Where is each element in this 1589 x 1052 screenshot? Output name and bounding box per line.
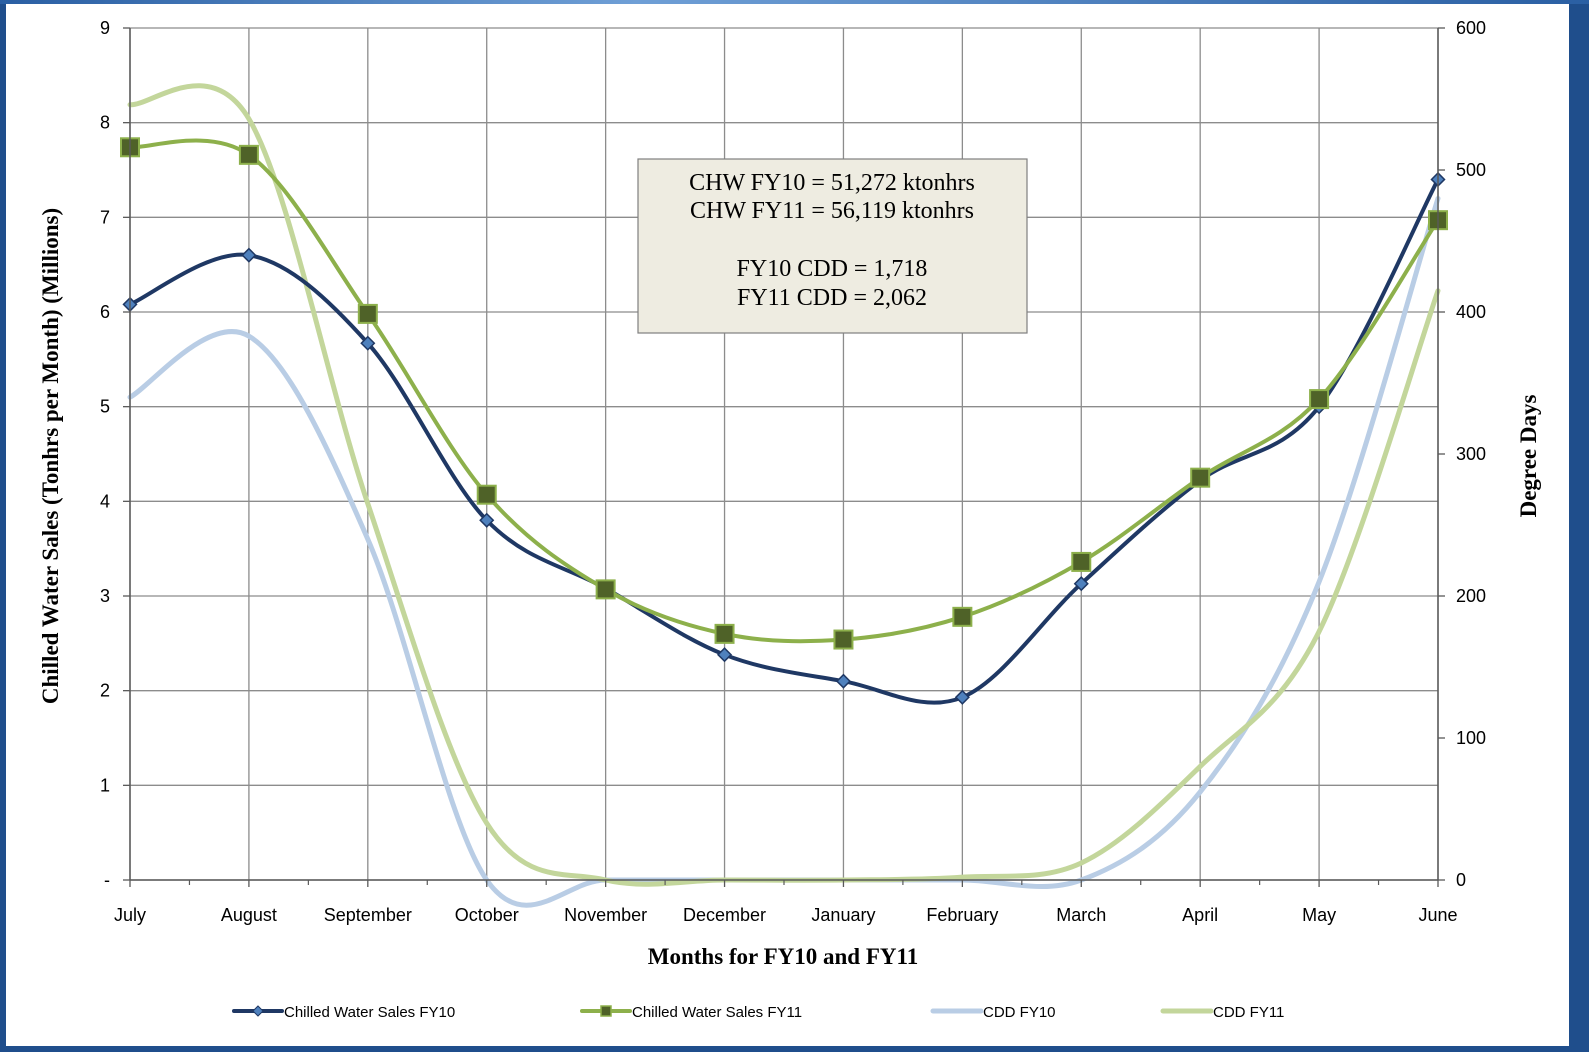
legend-item-cdd-fy10: CDD FY10 bbox=[930, 1004, 1056, 1021]
data-point-marker bbox=[238, 144, 259, 165]
annotation-line-3: FY10 CDD = 1,718 bbox=[737, 256, 928, 282]
legend-marker bbox=[600, 1005, 612, 1017]
y-tick-label: 6 bbox=[100, 302, 110, 322]
annotation-line-2: CHW FY11 = 56,119 ktonhrs bbox=[690, 198, 974, 224]
window-top-border bbox=[0, 0, 1589, 4]
x-tick-label: September bbox=[324, 905, 412, 925]
data-point-marker bbox=[360, 335, 376, 351]
y-tick-label: 8 bbox=[100, 113, 110, 133]
x-tick-label: January bbox=[811, 905, 875, 925]
data-point-marker bbox=[1071, 551, 1092, 572]
y-tick-label: 3 bbox=[100, 586, 110, 606]
y-tick-label: 2 bbox=[100, 681, 110, 701]
y-axis-title: Chilled Water Sales (Tonhrs per Month) (… bbox=[38, 208, 63, 704]
legend-item-chilled-water-sales-fy10: Chilled Water Sales FY10 bbox=[232, 1004, 455, 1021]
data-point-marker bbox=[833, 629, 854, 650]
data-point-marker bbox=[716, 647, 733, 663]
legend-item-cdd-fy11: CDD FY11 bbox=[1160, 1004, 1284, 1021]
data-point-marker bbox=[1190, 467, 1211, 488]
data-point-marker bbox=[954, 689, 970, 705]
chart-frame: - 1 2 3 4 5 6 7 8 9 0 100 200 300 400 500 600 July August S… bbox=[6, 4, 1569, 1046]
data-point-marker bbox=[1073, 576, 1089, 592]
y-tick-label: 1 bbox=[100, 775, 110, 795]
x-tick-label: December bbox=[683, 905, 766, 925]
x-tick-label: April bbox=[1182, 905, 1218, 925]
legend-item-chilled-water-sales-fy11: Chilled Water Sales FY11 bbox=[580, 1004, 802, 1021]
data-point-marker bbox=[595, 579, 616, 600]
chart-svg: - 1 2 3 4 5 6 7 8 9 0 100 200 300 400 500 600 July August S… bbox=[38, 18, 1541, 1021]
series-line-chilled-water-sales-fy11 bbox=[128, 138, 1440, 644]
legend-label: Chilled Water Sales FY10 bbox=[284, 1004, 455, 1021]
y-tick-label: - bbox=[104, 870, 110, 890]
x-tick-label: May bbox=[1302, 905, 1336, 925]
data-point-marker bbox=[476, 484, 497, 505]
y2-axis-title: Degree Days bbox=[1516, 395, 1541, 518]
axes: - 1 2 3 4 5 6 7 8 9 0 100 200 300 400 500 600 July August S… bbox=[100, 18, 1486, 925]
data-point-marker bbox=[479, 512, 495, 528]
annotation-background bbox=[637, 158, 1028, 334]
x-tick-label: June bbox=[1418, 905, 1457, 925]
y2-tick-label: 500 bbox=[1456, 160, 1486, 180]
y-tick-label: 9 bbox=[100, 18, 110, 38]
data-point-marker bbox=[1309, 389, 1330, 410]
y-tick-label: 4 bbox=[100, 491, 110, 511]
legend: Chilled Water Sales FY10 Chilled Water Sa… bbox=[232, 1004, 1284, 1021]
y2-tick-label: 0 bbox=[1456, 870, 1466, 890]
legend-marker bbox=[252, 1005, 264, 1017]
x-tick-label: November bbox=[564, 905, 647, 925]
y2-tick-label: 600 bbox=[1456, 18, 1486, 38]
data-point-marker bbox=[241, 247, 257, 263]
data-point-marker bbox=[714, 623, 735, 644]
x-axis-title: Months for FY10 and FY11 bbox=[648, 944, 919, 969]
annotation-line-4: FY11 CDD = 2,062 bbox=[737, 285, 927, 311]
x-tick-label: October bbox=[455, 905, 519, 925]
data-point-marker bbox=[952, 606, 973, 627]
y2-tick-label: 400 bbox=[1456, 302, 1486, 322]
legend-label: CDD FY11 bbox=[1213, 1004, 1284, 1021]
x-tick-label: March bbox=[1056, 905, 1106, 925]
data-point-marker bbox=[357, 303, 378, 324]
x-tick-label: February bbox=[926, 905, 998, 925]
y2-tick-label: 300 bbox=[1456, 444, 1486, 464]
y-tick-label: 5 bbox=[100, 397, 110, 417]
y2-tick-label: 200 bbox=[1456, 586, 1486, 606]
annotation-line-1: CHW FY10 = 51,272 ktonhrs bbox=[689, 170, 975, 196]
legend-label: CDD FY10 bbox=[983, 1004, 1056, 1021]
x-tick-label: July bbox=[114, 905, 146, 925]
annotation-box: CHW FY10 = 51,272 ktonhrs CHW FY11 = 56,… bbox=[637, 158, 1028, 334]
x-tick-label: August bbox=[221, 905, 277, 925]
y-tick-label: 7 bbox=[100, 207, 110, 227]
data-point-marker bbox=[835, 673, 852, 689]
y2-tick-label: 100 bbox=[1456, 728, 1486, 748]
legend-label: Chilled Water Sales FY11 bbox=[632, 1004, 802, 1021]
